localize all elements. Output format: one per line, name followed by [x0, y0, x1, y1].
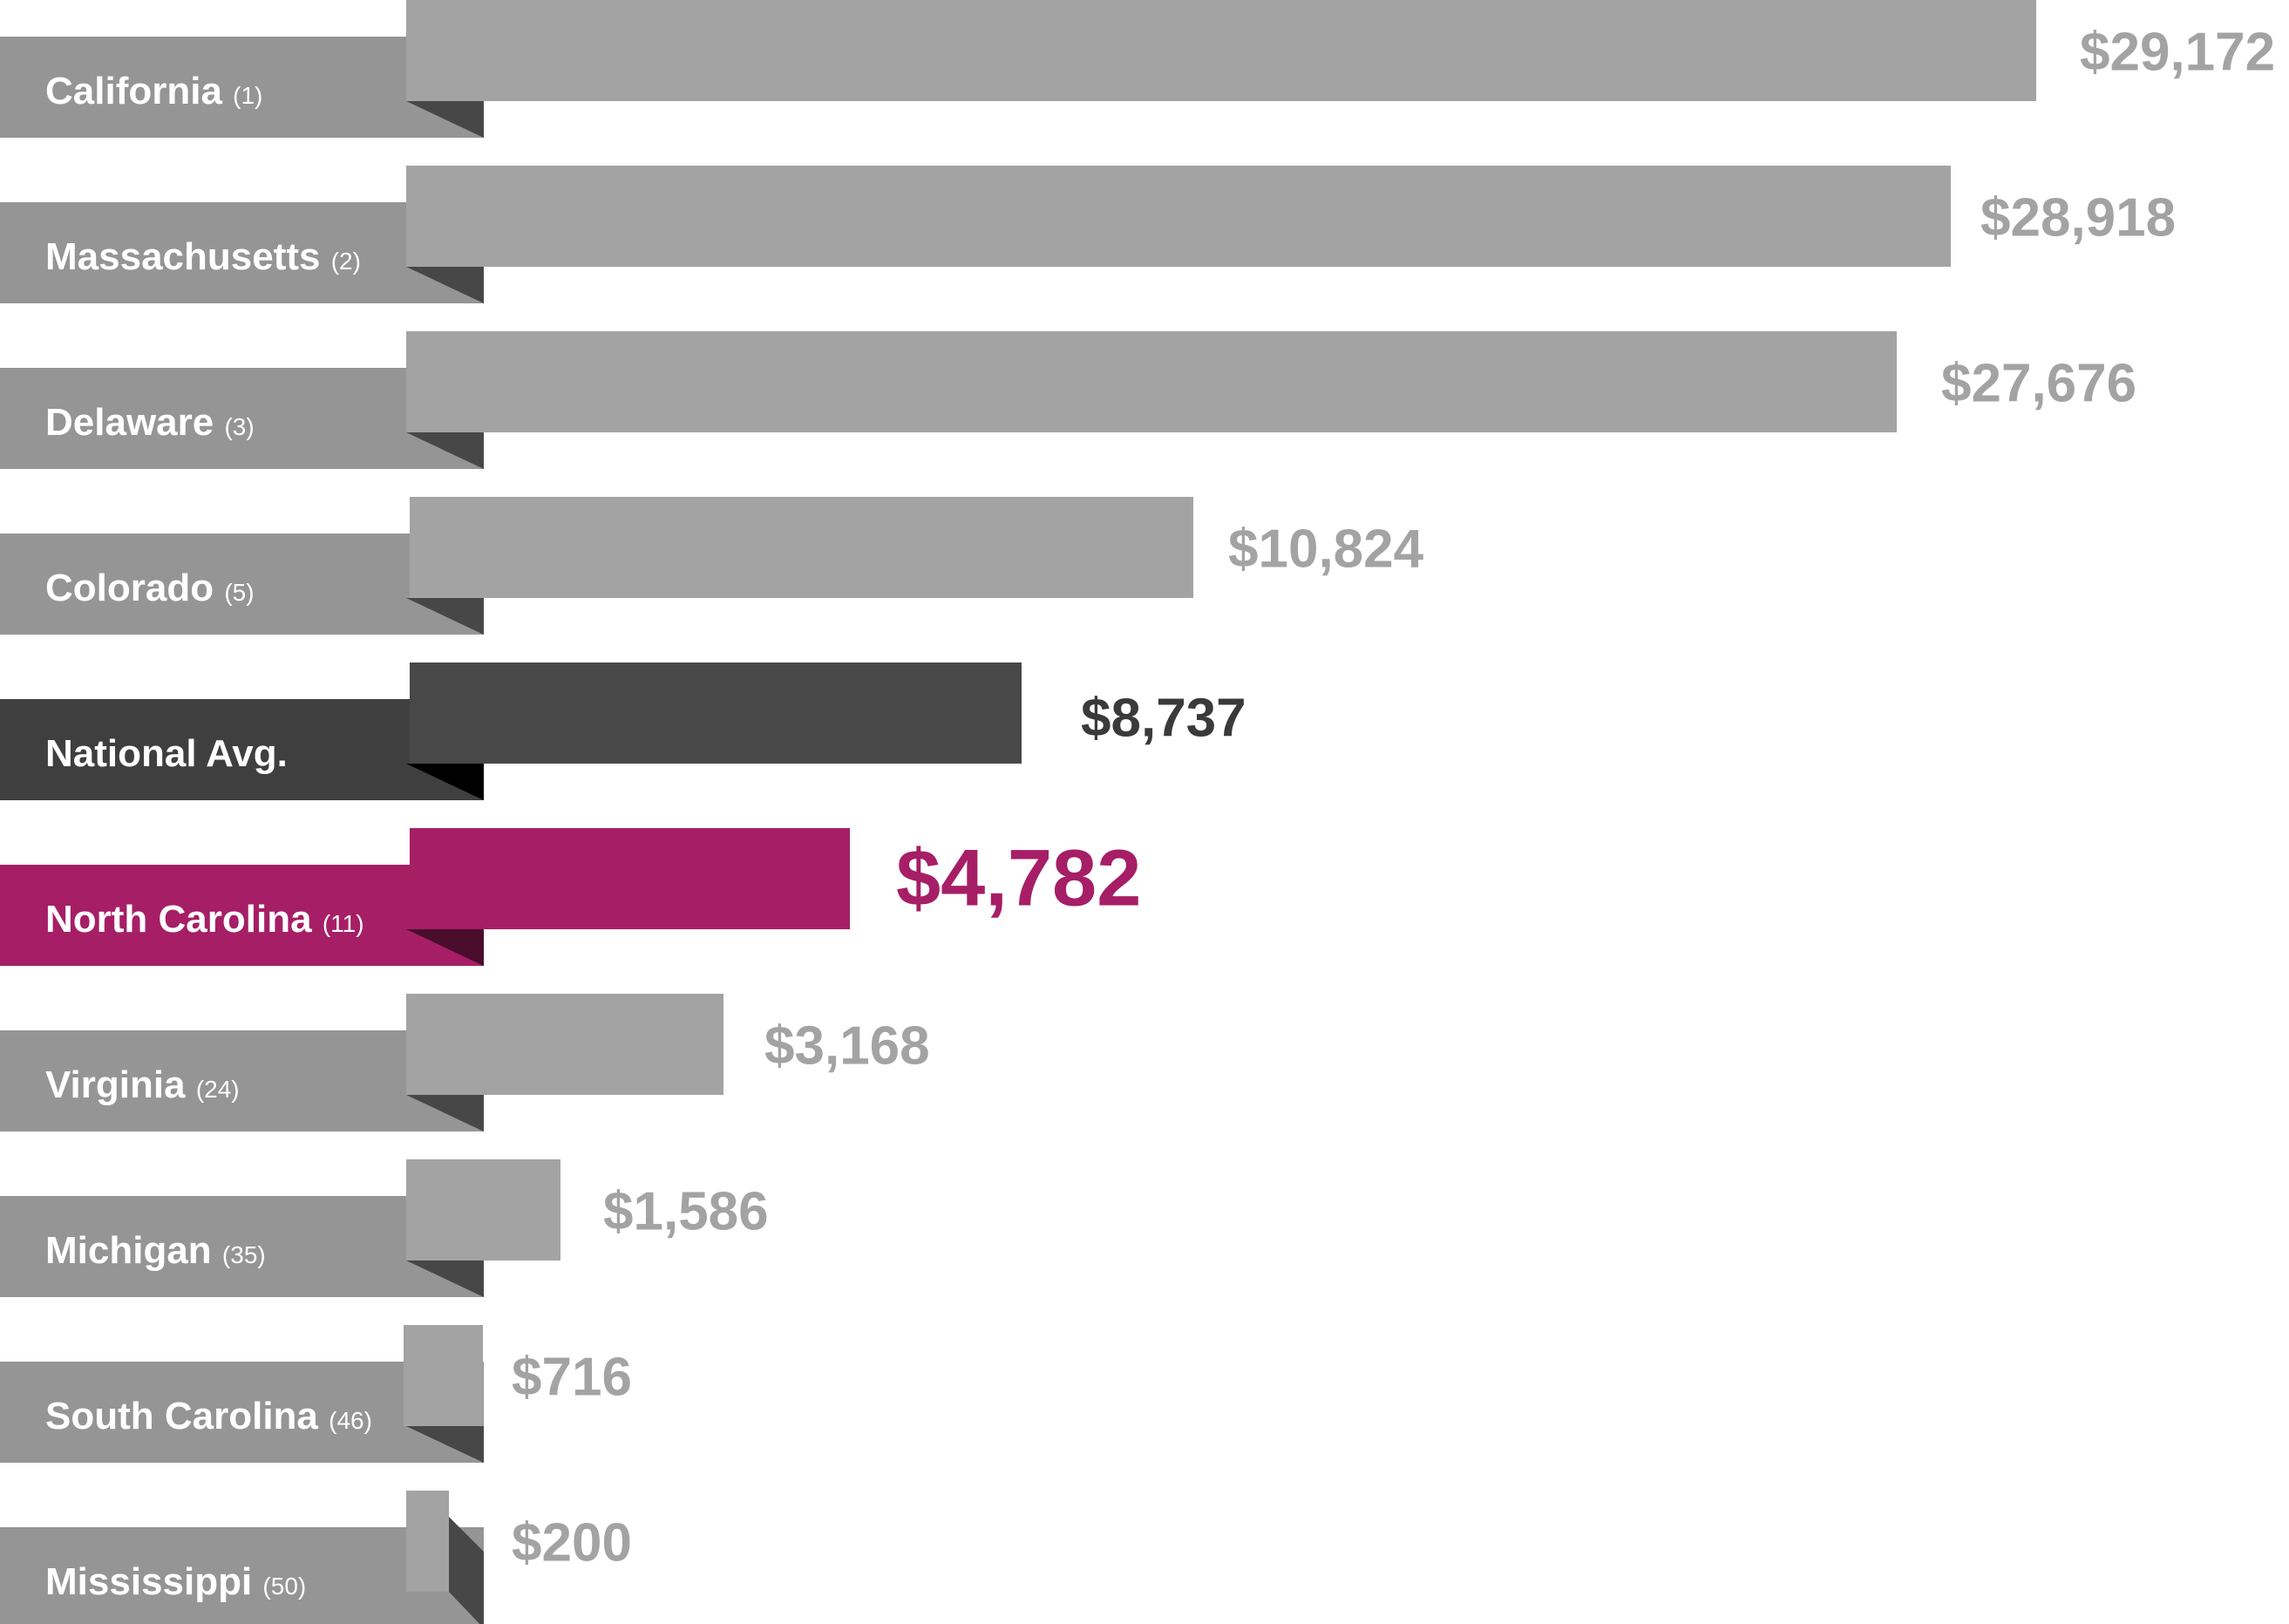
ribbon-fold: [406, 1426, 484, 1463]
category-rank: (3): [224, 413, 255, 440]
bar: [406, 994, 723, 1095]
category-name: Virginia: [45, 1063, 186, 1106]
bar: [410, 497, 1193, 598]
category-rank: (50): [262, 1573, 307, 1600]
ribbon-fold: [406, 929, 484, 966]
ribbon-fold: [406, 101, 484, 138]
bar: [406, 0, 2036, 101]
value-label: $28,918: [1980, 187, 2177, 248]
category-label: Mississippi (50): [45, 1560, 306, 1604]
category-label: Colorado (5): [45, 567, 255, 610]
fold-shadow: [406, 598, 484, 635]
ribbon-fold: [449, 1517, 484, 1624]
bar: [406, 331, 1897, 432]
category-name: National Avg.: [45, 732, 288, 775]
ribbon-fold: [406, 1095, 484, 1131]
fold-shadow: [406, 1260, 484, 1297]
category-label-ribbon: Colorado (5): [0, 533, 484, 635]
category-label: Massachusetts (2): [45, 235, 361, 279]
category-name: Delaware: [45, 401, 214, 444]
category-label: Michigan (35): [45, 1229, 266, 1273]
category-name: California: [45, 70, 222, 112]
value-label: $3,168: [764, 1016, 930, 1077]
fold-shadow: [406, 764, 484, 800]
category-rank: (24): [195, 1076, 240, 1103]
category-rank: (11): [322, 910, 364, 937]
category-label: California (1): [45, 70, 262, 113]
category-label-ribbon: Massachusetts (2): [0, 202, 484, 303]
category-label-ribbon: California (1): [0, 37, 484, 138]
category-label-ribbon: Mississippi (50): [0, 1527, 484, 1624]
category-label-ribbon: Michigan (35): [0, 1196, 484, 1297]
category-label: North Carolina (11): [45, 898, 364, 941]
ribbon-fold: [406, 432, 484, 469]
ribbon-fold: [406, 267, 484, 303]
category-label: Delaware (3): [45, 401, 255, 445]
bar: [410, 663, 1022, 764]
category-name: Massachusetts: [45, 235, 321, 278]
ribbon-fold: [406, 598, 484, 635]
category-label-ribbon: Virginia (24): [0, 1030, 484, 1131]
fold-shadow: [449, 1517, 484, 1624]
category-name: Mississippi: [45, 1560, 253, 1603]
value-label: $200: [512, 1512, 632, 1573]
fold-shadow: [406, 929, 484, 966]
fold-shadow: [406, 1095, 484, 1131]
category-label-ribbon: South Carolina (46): [0, 1362, 484, 1463]
fold-shadow: [406, 432, 484, 469]
value-label: $4,782: [896, 833, 1142, 923]
category-label-ribbon: North Carolina (11): [0, 865, 484, 966]
category-rank: (35): [221, 1241, 266, 1268]
category-name: Michigan: [45, 1229, 212, 1272]
value-label: $8,737: [1081, 688, 1246, 749]
category-name: South Carolina: [45, 1395, 318, 1437]
ribbon-fold: [406, 1260, 484, 1297]
ribbon-fold: [406, 764, 484, 800]
category-rank: (2): [330, 248, 361, 275]
fold-shadow: [406, 101, 484, 138]
bar: [406, 1159, 560, 1260]
category-label-ribbon: Delaware (3): [0, 368, 484, 469]
bar: [406, 166, 1951, 267]
value-label: $10,824: [1228, 519, 1424, 580]
category-name: Colorado: [45, 567, 214, 609]
category-label: National Avg.: [45, 732, 288, 776]
value-label: $27,676: [1941, 353, 2137, 414]
fold-shadow: [406, 267, 484, 303]
value-label: $1,586: [603, 1181, 769, 1242]
fold-shadow: [406, 1426, 484, 1463]
category-name: North Carolina: [45, 898, 312, 941]
bar: [404, 1325, 483, 1426]
category-rank: (46): [329, 1407, 372, 1434]
category-rank: (5): [224, 579, 255, 606]
value-label: $29,172: [2080, 22, 2276, 83]
bar: [410, 828, 850, 929]
category-label: South Carolina (46): [45, 1395, 372, 1438]
category-rank: (1): [233, 82, 263, 109]
bar: [406, 1491, 449, 1592]
value-label: $716: [512, 1347, 632, 1408]
category-label: Virginia (24): [45, 1063, 240, 1107]
category-label-ribbon: National Avg.: [0, 699, 484, 800]
